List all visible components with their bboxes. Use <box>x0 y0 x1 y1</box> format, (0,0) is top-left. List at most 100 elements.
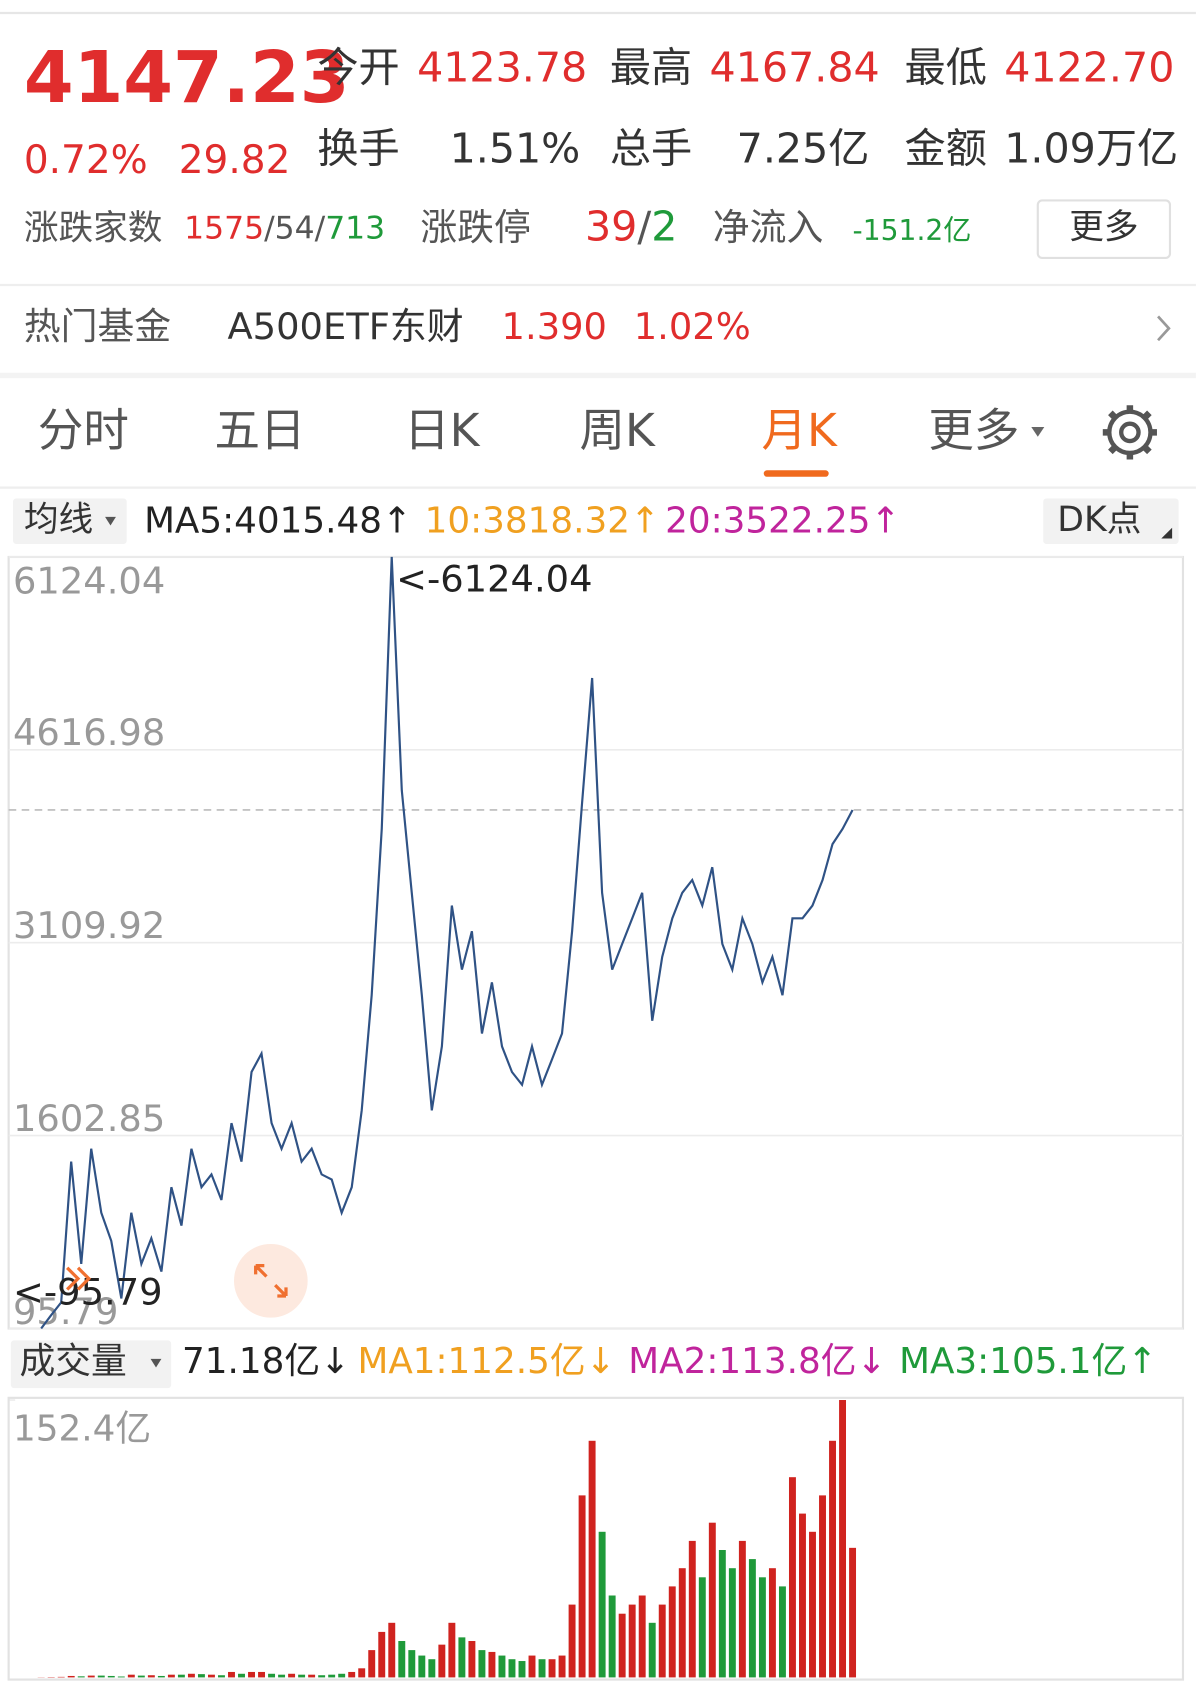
volume-bar <box>758 1577 766 1678</box>
volume-bar <box>308 1674 316 1678</box>
tab[interactable]: 分时 <box>38 404 129 457</box>
settings-icon[interactable] <box>1102 405 1157 460</box>
tab[interactable]: 五日 <box>214 404 305 457</box>
scroll-icon[interactable] <box>66 1266 92 1291</box>
ma-selector-text[interactable]: 均线 <box>24 500 93 540</box>
volume-bar <box>638 1595 646 1678</box>
price-line <box>40 556 854 1330</box>
y-tick-label: 4616.98 <box>13 711 165 754</box>
chevron[interactable] <box>1157 315 1171 342</box>
breadth-label: 涨跌家数 <box>24 209 163 249</box>
chevrons[interactable] <box>66 1266 92 1291</box>
volume-selector[interactable] <box>10 1340 172 1389</box>
volume-ma2: MA2:113.8亿↓ <box>628 1341 886 1382</box>
volume-bar <box>388 1622 396 1678</box>
volume-bar <box>468 1641 476 1678</box>
volume-bar <box>628 1604 636 1678</box>
volume-bar <box>608 1595 616 1678</box>
dropdown-icon[interactable] <box>105 516 116 526</box>
volume-bar <box>238 1673 245 1678</box>
volume-bar <box>197 1674 205 1678</box>
dropdown-icon[interactable] <box>150 1358 162 1368</box>
volume-bar <box>57 1676 65 1678</box>
gear-teeth[interactable] <box>1102 405 1157 460</box>
stat-value: 1.51% <box>450 125 581 173</box>
volume-bar <box>177 1674 185 1678</box>
volume-bar <box>648 1622 656 1678</box>
volume-bar <box>809 1531 816 1678</box>
volume-bar <box>478 1650 486 1678</box>
volume-bar <box>528 1655 536 1678</box>
volume-bar <box>778 1586 786 1678</box>
volume-bar <box>248 1671 255 1678</box>
volume-chart-frame <box>7 1396 1185 1681</box>
volume-bar <box>378 1631 386 1678</box>
volume-bar <box>117 1676 125 1678</box>
volume-bar <box>688 1540 696 1678</box>
ma20: 20:3522.25↑ <box>665 500 900 541</box>
dropdown-icon[interactable] <box>1031 426 1045 437</box>
volume-bar <box>147 1675 155 1678</box>
ma10: 10:3818.32↑ <box>425 500 660 541</box>
volume-bar <box>668 1586 676 1678</box>
expand-icon[interactable] <box>254 1264 288 1298</box>
stat-value: 4123.78 <box>417 43 587 91</box>
gear-hub[interactable] <box>1119 421 1141 444</box>
y-tick-label: 152.4亿 <box>13 1408 151 1449</box>
fund-change: 1.02% <box>634 305 751 348</box>
ma5: MA5:4015.48↑ <box>144 500 412 541</box>
dk-button-text[interactable]: DK点 <box>1057 500 1141 540</box>
volume-bar <box>77 1676 85 1678</box>
volume-bar <box>418 1655 426 1678</box>
volume-bar <box>428 1659 436 1678</box>
volume-current: 71.18亿↓ <box>182 1341 350 1382</box>
dk-button[interactable] <box>1043 498 1179 544</box>
breadth: 1575/54/713 <box>184 211 385 247</box>
volume-bar <box>67 1675 75 1678</box>
stat-label: 换手 <box>317 125 399 173</box>
tab[interactable]: 日K <box>404 404 480 457</box>
expand-button[interactable] <box>233 1243 308 1318</box>
stat-label: 总手 <box>610 125 692 173</box>
volume-bar <box>207 1674 215 1678</box>
tab[interactable]: 更多 <box>928 404 1019 457</box>
ma-selector[interactable] <box>12 498 127 544</box>
volume-bar <box>698 1577 706 1678</box>
volume-bar <box>849 1547 857 1678</box>
fund-price: 1.390 <box>502 305 607 348</box>
volume-bar <box>318 1675 326 1678</box>
volume-bar <box>658 1604 666 1678</box>
tab[interactable]: 月K <box>762 404 838 457</box>
volume-bar <box>278 1674 286 1678</box>
divider <box>0 372 1196 379</box>
corner-icon[interactable] <box>1161 527 1173 539</box>
change: 29.82 <box>179 138 291 183</box>
volume-bar <box>799 1513 806 1678</box>
volume-bar <box>578 1495 586 1678</box>
volume-bar <box>839 1400 847 1678</box>
volume-bar <box>438 1644 446 1678</box>
volume-bar <box>268 1673 276 1678</box>
volume-bar <box>328 1674 336 1678</box>
breadth-up: 1575 <box>184 211 264 247</box>
limit-sep: / <box>637 203 651 251</box>
volume-bar <box>538 1659 546 1678</box>
fund-name[interactable]: A500ETF东财 <box>227 305 463 348</box>
volume-selector-text[interactable]: 成交量 <box>19 1341 126 1382</box>
volume-bar <box>738 1540 746 1678</box>
more-button[interactable] <box>1036 199 1172 259</box>
volume-bar <box>167 1674 175 1678</box>
more-button-text[interactable]: 更多 <box>1069 208 1138 248</box>
tab[interactable]: 周K <box>580 404 656 457</box>
stat-label: 今开 <box>317 43 399 91</box>
volume-bar <box>157 1675 165 1678</box>
volume-ma1: MA1:112.5亿↓ <box>357 1341 615 1382</box>
volume-bar <box>678 1568 686 1678</box>
stat-label: 最低 <box>905 43 987 91</box>
tab-underline <box>763 470 829 477</box>
stat-value: 7.25亿 <box>737 125 870 173</box>
max-label: <-6124.04 <box>396 557 592 600</box>
stat-label: 金额 <box>905 125 987 173</box>
volume-bar <box>358 1668 366 1678</box>
